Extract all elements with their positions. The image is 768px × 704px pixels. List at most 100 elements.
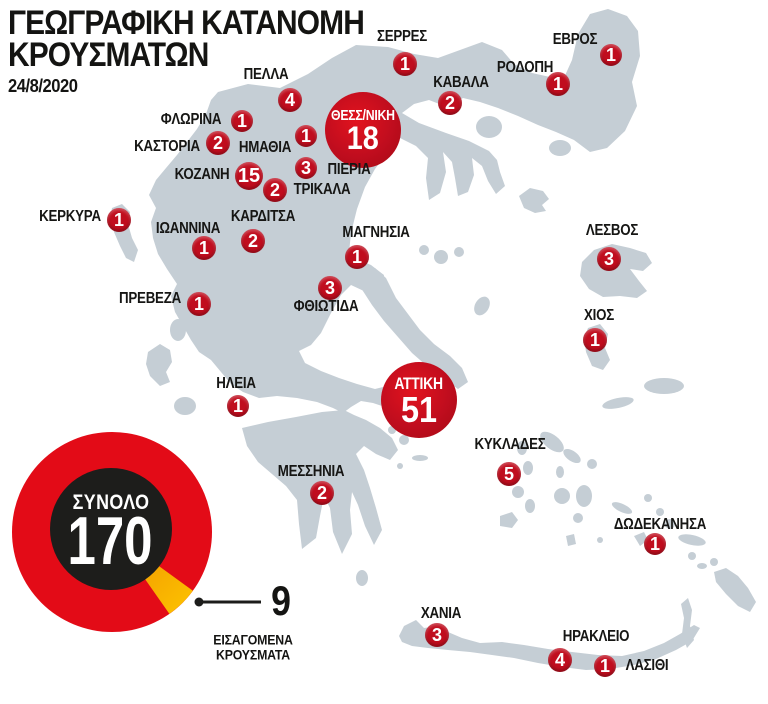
imported-label-line-1: ΕΙΣΑΓΟΜΕΝΑ — [213, 631, 293, 648]
region-case-circle: 1 — [231, 110, 253, 132]
region-label: ΔΩΔΕΚΑΝΗΣΑ — [613, 516, 707, 533]
region-case-circle: 3 — [425, 623, 449, 647]
skyros-island — [474, 296, 490, 316]
santorini-island — [566, 534, 576, 546]
region-case-circle: 2 — [310, 481, 334, 505]
region-label: ΕΒΡΟΣ — [552, 31, 598, 48]
total-value: 170 — [67, 503, 153, 579]
samothrace-island — [549, 140, 571, 156]
region-case-circle: 4 — [278, 88, 302, 112]
region-case-circle: 1 — [227, 395, 249, 417]
region-label: ΧΑΝΙΑ — [420, 605, 462, 622]
region-case-circle: 1 — [107, 208, 131, 232]
region-case-circle: 2 — [206, 131, 230, 155]
lefkada-island — [170, 319, 186, 341]
region-label: ΚΥΚΛΑΔΕΣ — [474, 436, 546, 453]
region-case-circle: 1 — [600, 44, 622, 66]
ikaria-island — [602, 397, 634, 409]
date-label: 24/8/2020 — [8, 76, 78, 97]
title-line-1: ΓΕΩΓΡΑΦΙΚΗ ΚΑΤΑΝΟΜΗ — [8, 4, 365, 42]
imported-label: ΕΙΣΑΓΟΜΕΝΑ ΚΡΟΥΣΜΑΤΑ — [213, 631, 293, 664]
region-label: ΚΑΒΑΛΑ — [433, 74, 489, 91]
region-label: ΚΕΡΚΥΡΑ — [39, 208, 101, 225]
naxos-island — [576, 485, 592, 507]
region-case-circle: 1 — [546, 72, 570, 96]
region-marker-large: ΑΤΤΙΚΗ 51 — [381, 362, 457, 438]
mykonos-island — [587, 459, 597, 469]
region-case-circle: 1 — [295, 125, 317, 147]
region-case-circle: 1 — [594, 655, 616, 677]
region-label: ΗΜΑΘΙΑ — [238, 139, 292, 156]
region-label: ΚΑΡΔΙΤΣΑ — [230, 208, 296, 225]
kos-island — [678, 534, 706, 546]
sporades-islands — [419, 245, 490, 316]
region-case-circle: 1 — [345, 245, 369, 269]
region-case-circle: 2 — [241, 229, 265, 253]
andros-island — [540, 431, 564, 453]
region-label: ΛΕΣΒΟΣ — [585, 222, 639, 239]
greece-mainland — [149, 9, 640, 435]
region-case-circle: 1 — [583, 328, 607, 352]
kythira-island — [356, 570, 368, 586]
samos-island — [644, 378, 684, 394]
region-case-circle: 3 — [295, 157, 317, 179]
region-label: ΗΡΑΚΛΕΙΟ — [562, 628, 630, 645]
region-name: ΘΕΣΣ/ΝΙΚΗ — [331, 107, 395, 125]
region-case-circle: 2 — [438, 91, 462, 115]
region-case-circle: 1 — [192, 236, 216, 260]
crete-island — [399, 620, 700, 670]
region-label: ΧΙΟΣ — [584, 307, 614, 324]
karpathos-island — [681, 598, 694, 648]
region-case-circle: 3 — [597, 247, 621, 271]
region-label: ΠΙΕΡΙΑ — [327, 161, 371, 178]
region-label: ΜΕΣΣΗΝΙΑ — [277, 463, 345, 480]
thasos-island — [476, 116, 502, 138]
total-cases-badge — [12, 432, 261, 632]
region-case-circle: 5 — [497, 462, 521, 486]
region-label: ΤΡΙΚΑΛΑ — [293, 181, 351, 198]
region-name: ΑΤΤΙΚΗ — [394, 373, 444, 393]
region-case-circle: 1 — [644, 533, 666, 555]
region-case-circle: 1 — [393, 52, 417, 76]
tinos-island — [563, 448, 581, 464]
region-label: ΚΟΖΑΝΗ — [174, 166, 230, 183]
region-label: ΠΡΕΒΕΖΑ — [119, 290, 181, 307]
region-label: ΡΟΔΟΠΗ — [496, 59, 554, 76]
region-label: ΣΕΡΡΕΣ — [376, 28, 428, 45]
euboea-island — [361, 268, 468, 389]
patmos-island — [644, 494, 652, 502]
region-label: ΚΑΣΤΟΡΙΑ — [134, 138, 200, 155]
milos-island — [500, 512, 518, 528]
title-line-2: ΚΡΟΥΣΜΑΤΩΝ — [8, 35, 209, 74]
page-title: ΓΕΩΓΡΑΦΙΚΗ ΚΑΤΑΝΟΜΗ ΚΡΟΥΣΜΑΤΩΝ — [8, 4, 365, 74]
region-label: ΜΑΓΝΗΣΙΑ — [342, 224, 410, 241]
region-label: ΦΘΙΩΤΙΔΑ — [293, 298, 359, 315]
amorgos-island — [611, 502, 633, 514]
rhodes-island — [714, 568, 756, 612]
region-case-count: 51 — [400, 388, 438, 430]
imported-value: 9 — [271, 577, 291, 624]
kalymnos-island — [665, 519, 675, 529]
region-label: ΦΛΩΡΙΝΑ — [160, 111, 222, 128]
region-case-circle: 4 — [548, 648, 572, 672]
total-circle-black — [50, 468, 172, 590]
paros-island — [554, 488, 570, 504]
header: ΓΕΩΓΡΑΦΙΚΗ ΚΑΤΑΝΟΜΗ ΚΡΟΥΣΜΑΤΩΝ 24/8/2020 — [8, 4, 412, 97]
imported-label-line-2: ΚΡΟΥΣΜΑΤΑ — [215, 647, 291, 663]
region-label: ΙΩΑΝΝΙΝΑ — [155, 220, 221, 237]
cyclades-islands — [500, 431, 633, 546]
region-label: ΠΕΛΛΑ — [243, 66, 289, 83]
north-aegean-islands — [476, 116, 684, 409]
zakynthos-island — [174, 397, 196, 415]
kefalonia-island — [146, 344, 172, 386]
region-case-count: 18 — [346, 120, 380, 157]
region-case-circle: 3 — [318, 276, 342, 300]
region-label: ΛΑΣΙΘΙ — [625, 657, 669, 674]
region-case-circle: 1 — [187, 292, 211, 316]
limnos-island — [519, 188, 549, 213]
region-label: ΗΛΕΙΑ — [216, 375, 256, 392]
dodecanese-islands — [634, 494, 756, 648]
total-label: ΣΥΝΟΛΟ — [72, 491, 150, 514]
region-case-circle: 2 — [263, 178, 287, 202]
